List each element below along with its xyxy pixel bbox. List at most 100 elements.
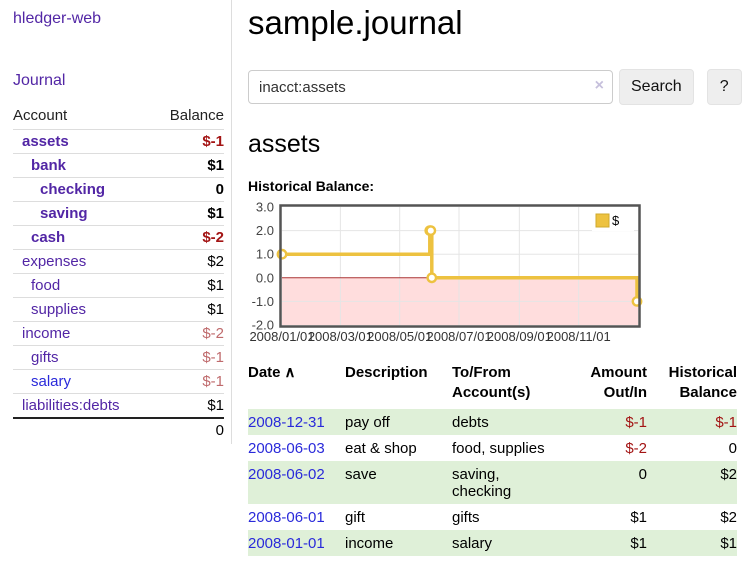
account-row: income $-2 xyxy=(13,321,224,346)
data-point-marker xyxy=(276,248,288,260)
balance-column-header: Balance xyxy=(169,107,224,124)
transaction-date-link[interactable]: 2008-01-01 xyxy=(248,535,325,552)
transaction-description: income xyxy=(345,535,394,552)
transaction-balance: $2 xyxy=(720,509,737,526)
register-row: 2008-06-03 eat & shop food, supplies $-2 0 xyxy=(248,435,737,461)
account-balance: $1 xyxy=(207,205,224,222)
account-balance: $1 xyxy=(207,277,224,294)
y-tick-label: 0.0 xyxy=(256,270,274,285)
account-balance: $-1 xyxy=(202,349,224,366)
y-tick-label: 3.0 xyxy=(256,200,274,215)
account-row: cash $-2 xyxy=(13,225,224,250)
transaction-balance: $1 xyxy=(720,535,737,552)
clear-search-icon[interactable]: × xyxy=(594,77,604,94)
y-tick-label: -2.0 xyxy=(252,318,274,333)
search-input[interactable] xyxy=(248,70,613,104)
x-tick-label: 2008/05/01 xyxy=(367,329,432,344)
chart-title: Historical Balance: xyxy=(248,178,375,194)
accounts-total: 0 xyxy=(215,422,224,439)
account-balance: $1 xyxy=(207,301,224,318)
account-balance: $1 xyxy=(207,157,224,174)
account-row: saving $1 xyxy=(13,201,224,226)
total-spacer xyxy=(13,418,163,442)
main-content: sample.journal × Search ? assets Histori… xyxy=(232,0,742,556)
app-title: hledger-web xyxy=(13,10,224,28)
transaction-description: save xyxy=(345,466,377,483)
accounts-total-row: 0 xyxy=(13,418,224,442)
x-tick-label: 2008/11/01 xyxy=(547,329,611,344)
x-tick-label: 2008/01/01 xyxy=(249,329,314,344)
account-balance: $1 xyxy=(207,397,224,414)
register-row: 2008-06-02 save saving, checking 0 $2 xyxy=(248,461,737,504)
account-balance: $2 xyxy=(207,253,224,270)
sidebar-account-link[interactable]: income xyxy=(22,325,71,342)
register-table: Date ∧ Description To/From Account(s) Amo… xyxy=(248,361,737,556)
account-heading: assets xyxy=(248,130,321,158)
account-row: assets $-1 xyxy=(13,129,224,154)
search-form: × Search ? xyxy=(248,69,742,105)
account-row: supplies $1 xyxy=(13,297,224,322)
sidebar-account-link[interactable]: gifts xyxy=(31,349,59,366)
search-button[interactable]: Search xyxy=(619,69,694,105)
account-row: food $1 xyxy=(13,273,224,298)
account-balance: $-1 xyxy=(202,133,224,150)
transaction-amount: $-2 xyxy=(625,440,647,457)
register-header-amount: Amount Out/In xyxy=(590,364,647,401)
search-input-wrap: × xyxy=(248,70,613,104)
transaction-balance: $2 xyxy=(720,466,737,483)
account-balance: $-2 xyxy=(202,229,224,246)
transaction-date-link[interactable]: 2008-06-03 xyxy=(248,440,325,457)
sidebar-account-link[interactable]: bank xyxy=(31,157,67,174)
transaction-balance: $-1 xyxy=(715,414,737,431)
sidebar-account-link[interactable]: saving xyxy=(40,205,88,222)
register-header-row: Date ∧ Description To/From Account(s) Amo… xyxy=(248,361,737,409)
x-tick-label: 2008/03/01 xyxy=(308,329,373,344)
transaction-accounts: salary xyxy=(452,535,493,552)
register-header-balance: Historical Balance xyxy=(668,364,737,401)
register-row: 2008-01-01 income salary $1 $1 xyxy=(248,530,737,556)
sidebar-account-link[interactable]: checking xyxy=(40,181,106,198)
transaction-accounts: debts xyxy=(452,414,489,431)
y-tick-label: 2.0 xyxy=(256,223,274,238)
accounts-table-header: Account Balance xyxy=(13,104,224,130)
register-header-date[interactable]: Date ∧ xyxy=(248,361,345,409)
register-header-accounts: To/From Account(s) xyxy=(452,364,531,401)
historical-balance-chart: 3.0 2.0 1.0 0.0 -1.0 -2.0 2008/01/01 2008/03/01… xyxy=(248,200,742,345)
register-header-description: Description xyxy=(345,364,428,381)
transaction-amount: $1 xyxy=(630,509,647,526)
y-tick-label: -1.0 xyxy=(252,294,274,309)
account-row: gifts $-1 xyxy=(13,345,224,370)
transaction-date-link[interactable]: 2008-06-02 xyxy=(248,466,325,483)
sidebar-account-link[interactable]: liabilities:debts xyxy=(22,397,120,414)
account-row: checking 0 xyxy=(13,177,224,202)
sidebar-account-link[interactable]: food xyxy=(31,277,61,294)
x-tick-label: 2008/09/01 xyxy=(487,329,552,344)
x-tick-label: 2008/07/01 xyxy=(426,329,491,344)
account-row: expenses $2 xyxy=(13,249,224,274)
transaction-date-link[interactable]: 2008-12-31 xyxy=(248,414,325,431)
journal-link[interactable]: Journal xyxy=(13,72,66,89)
data-point-marker xyxy=(425,225,437,237)
sort-asc-icon: ∧ xyxy=(284,364,296,381)
register-row: 2008-06-01 gift gifts $1 $2 xyxy=(248,504,737,530)
account-balance: $-2 xyxy=(202,325,224,342)
app: hledger-web Journal Account Balance asse… xyxy=(13,0,742,556)
app-title-link[interactable]: hledger-web xyxy=(13,10,102,27)
journal-nav: Journal xyxy=(13,72,224,90)
y-tick-label: 1.0 xyxy=(256,247,274,262)
register-rows: 2008-12-31 pay off debts $-1 $-1 2008-06-03 ea… xyxy=(248,409,737,556)
transaction-accounts: gifts xyxy=(452,509,480,526)
legend-swatch xyxy=(595,213,610,228)
sidebar-account-link[interactable]: salary xyxy=(31,373,72,390)
chart-svg: 3.0 2.0 1.0 0.0 -1.0 -2.02008/01/012008/03/01… xyxy=(249,200,643,344)
sidebar-account-link[interactable]: expenses xyxy=(22,253,87,270)
help-button[interactable]: ? xyxy=(706,69,742,105)
sidebar-account-link[interactable]: supplies xyxy=(31,301,87,318)
transaction-accounts: saving, checking xyxy=(452,466,512,500)
account-balance: $-1 xyxy=(202,373,224,390)
transaction-date-link[interactable]: 2008-06-01 xyxy=(248,509,325,526)
transaction-balance: 0 xyxy=(728,440,737,457)
sidebar-account-link[interactable]: assets xyxy=(22,133,69,150)
transaction-amount: $-1 xyxy=(625,414,647,431)
sidebar-account-link[interactable]: cash xyxy=(31,229,66,246)
